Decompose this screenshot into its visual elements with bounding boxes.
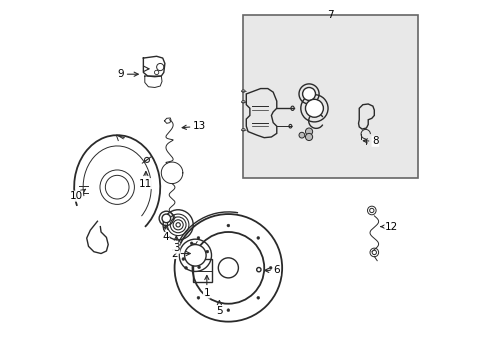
Text: 9: 9 <box>117 69 138 79</box>
Text: 10: 10 <box>69 189 85 201</box>
Ellipse shape <box>241 100 244 103</box>
Text: 7: 7 <box>326 10 333 20</box>
Text: 3: 3 <box>173 236 179 253</box>
Circle shape <box>184 266 187 269</box>
Text: 6: 6 <box>264 265 280 275</box>
Circle shape <box>305 134 312 140</box>
Circle shape <box>256 296 259 299</box>
Circle shape <box>197 266 200 269</box>
Circle shape <box>226 224 229 227</box>
Circle shape <box>197 237 200 239</box>
Circle shape <box>192 232 264 304</box>
Bar <box>242 15 418 178</box>
Circle shape <box>218 258 238 278</box>
Ellipse shape <box>241 129 244 131</box>
Text: 12: 12 <box>380 222 397 231</box>
Circle shape <box>305 128 312 135</box>
Ellipse shape <box>241 90 244 92</box>
Circle shape <box>184 244 206 266</box>
Circle shape <box>190 242 193 245</box>
Text: 2: 2 <box>171 248 190 258</box>
Text: 11: 11 <box>139 171 152 189</box>
Circle shape <box>256 237 259 239</box>
Text: 5: 5 <box>216 301 222 316</box>
Text: 8: 8 <box>363 136 378 146</box>
Circle shape <box>105 175 129 199</box>
Circle shape <box>197 296 200 299</box>
Circle shape <box>269 266 271 269</box>
Text: 4: 4 <box>162 225 168 242</box>
Circle shape <box>182 258 184 260</box>
Circle shape <box>226 309 229 312</box>
Circle shape <box>371 250 376 255</box>
Circle shape <box>192 243 196 247</box>
Bar <box>192 259 212 282</box>
Circle shape <box>305 99 323 117</box>
Text: 1: 1 <box>203 275 210 298</box>
Circle shape <box>256 267 261 272</box>
Circle shape <box>162 214 170 223</box>
Circle shape <box>298 132 304 138</box>
Circle shape <box>205 250 208 253</box>
Circle shape <box>302 87 315 100</box>
Circle shape <box>369 208 373 213</box>
Text: 13: 13 <box>182 121 206 131</box>
